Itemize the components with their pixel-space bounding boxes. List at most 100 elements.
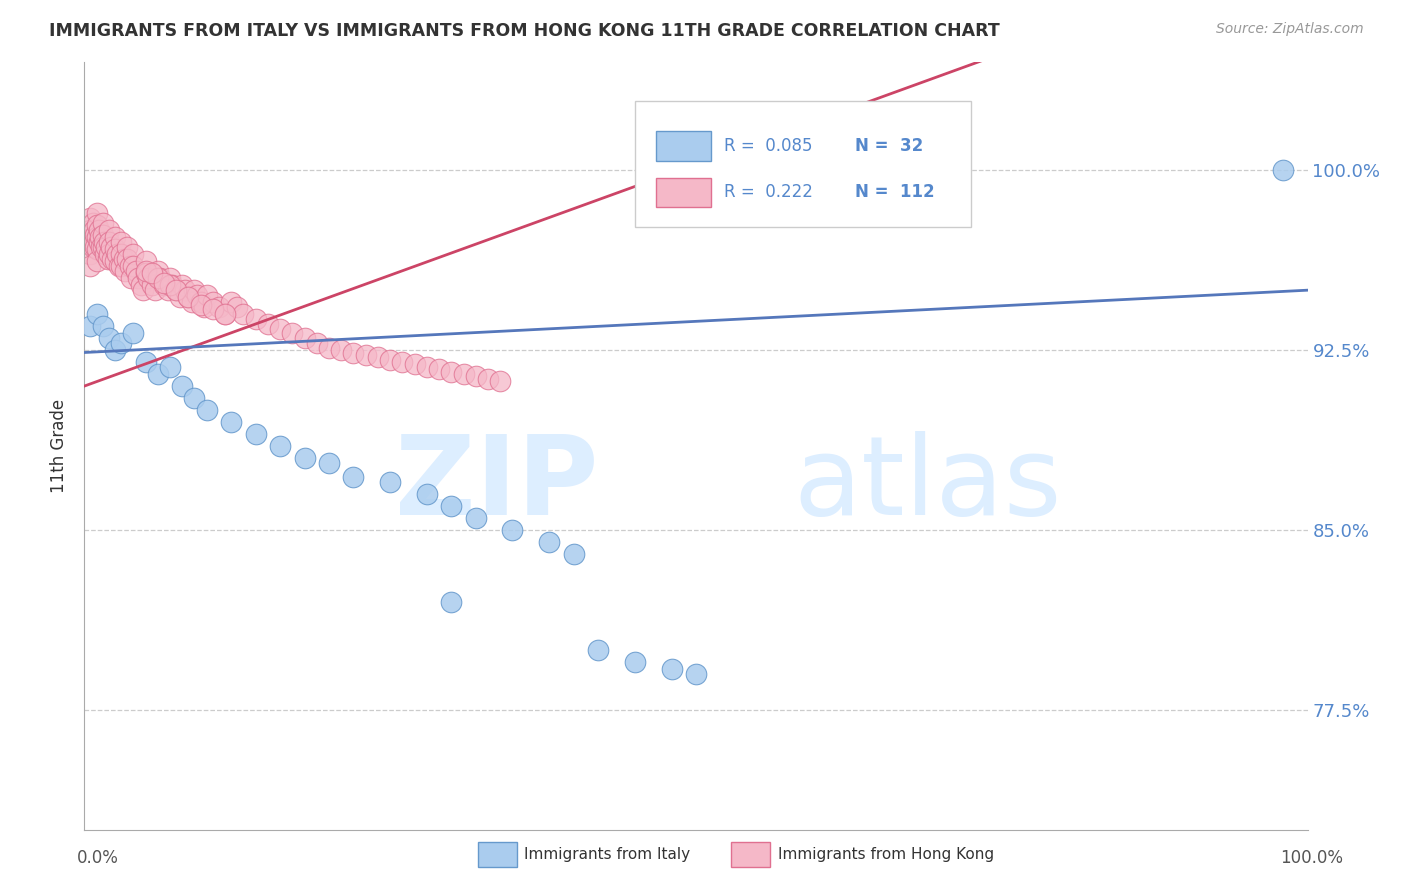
Point (114, 264, 136, 278)
Point (367, 351, 389, 365)
Point (91, 240, 114, 254)
Point (93, 235, 115, 250)
Point (86, 230, 108, 244)
Point (165, 283, 187, 297)
Point (97, 331, 120, 345)
Point (427, 362, 450, 376)
Point (201, 295, 224, 310)
Point (97, 252, 120, 266)
Text: 0.0%: 0.0% (77, 849, 120, 867)
Point (183, 283, 205, 297)
Point (91, 227, 114, 242)
Point (112, 252, 135, 266)
Point (110, 247, 132, 261)
Point (79, 211, 101, 226)
Text: IMMIGRANTS FROM ITALY VS IMMIGRANTS FROM HONG KONG 11TH GRADE CORRELATION CHART: IMMIGRANTS FROM ITALY VS IMMIGRANTS FROM… (49, 22, 1000, 40)
Point (86, 307, 108, 321)
Point (477, 372, 499, 386)
Point (214, 307, 236, 321)
Point (82, 230, 104, 244)
Point (94, 247, 117, 261)
Point (86, 254, 108, 268)
Point (96, 240, 118, 254)
Point (84, 227, 107, 242)
Text: 100.0%: 100.0% (1279, 849, 1343, 867)
Point (122, 259, 145, 273)
Point (159, 271, 181, 285)
Point (125, 264, 148, 278)
Point (219, 415, 242, 429)
Point (79, 247, 101, 261)
Point (146, 264, 169, 278)
Point (135, 266, 157, 280)
Text: N =  32: N = 32 (855, 137, 924, 155)
Point (86, 243, 108, 257)
Point (127, 271, 149, 285)
Point (269, 439, 291, 453)
Point (136, 271, 159, 285)
Point (562, 547, 585, 561)
Point (226, 300, 249, 314)
Point (354, 348, 377, 362)
Point (89, 230, 111, 244)
Point (190, 297, 212, 311)
Point (177, 290, 200, 304)
Point (156, 283, 179, 297)
Point (342, 470, 364, 484)
Point (86, 219, 108, 233)
Point (120, 271, 142, 285)
Point (416, 359, 439, 374)
Point (162, 278, 184, 293)
Point (101, 252, 124, 266)
Point (586, 642, 609, 657)
Point (122, 326, 145, 341)
Point (342, 345, 364, 359)
Bar (655, 178, 710, 207)
Text: Immigrants from Hong Kong: Immigrants from Hong Kong (778, 847, 994, 862)
Point (453, 367, 475, 381)
Point (685, 666, 707, 681)
Point (149, 271, 172, 285)
Point (153, 278, 176, 293)
Point (79, 259, 101, 273)
Point (305, 335, 328, 350)
Text: atlas: atlas (794, 431, 1063, 538)
Point (661, 662, 683, 676)
Point (97, 235, 120, 250)
Point (82, 216, 104, 230)
Point (104, 230, 127, 244)
Point (172, 278, 194, 293)
Point (173, 283, 195, 297)
Point (232, 307, 254, 321)
Point (416, 487, 439, 501)
Point (181, 295, 204, 310)
Point (90, 240, 112, 254)
Point (91, 319, 114, 334)
Point (219, 295, 242, 310)
Point (538, 534, 561, 549)
Bar (655, 131, 710, 161)
Point (214, 307, 236, 321)
Point (172, 379, 194, 393)
Point (122, 247, 145, 261)
Point (464, 369, 486, 384)
Point (1272, 163, 1295, 178)
Text: R =  0.222: R = 0.222 (724, 183, 813, 201)
Point (440, 499, 463, 513)
Point (440, 595, 463, 609)
Point (183, 391, 205, 405)
Point (208, 300, 231, 314)
Point (143, 283, 166, 297)
Point (97, 223, 120, 237)
Point (83, 235, 105, 250)
Point (146, 271, 169, 285)
Point (110, 235, 132, 250)
Point (87, 235, 110, 250)
Point (153, 276, 176, 290)
Point (79, 319, 101, 334)
Point (330, 343, 353, 357)
Point (624, 655, 647, 669)
Point (141, 278, 163, 293)
Point (391, 355, 413, 369)
Point (110, 335, 132, 350)
